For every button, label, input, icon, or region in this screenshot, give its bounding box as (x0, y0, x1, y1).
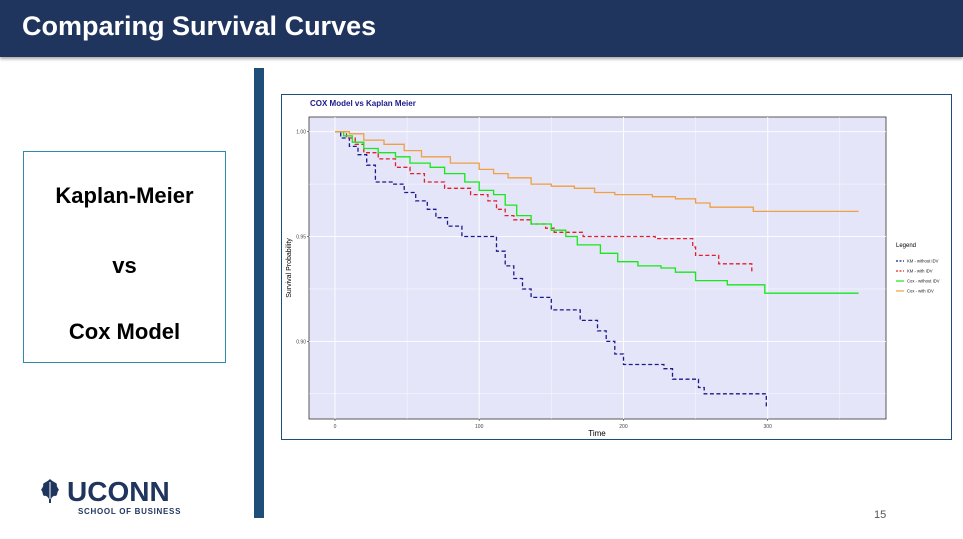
page-number: 15 (874, 509, 887, 521)
x-tick-label-2: 200 (619, 424, 628, 430)
x-axis-label: Time (588, 429, 606, 438)
slide-title: Comparing Survival Curves (22, 11, 377, 41)
accent-divider (254, 68, 264, 518)
y-tick-label-0: 0.90 (296, 339, 306, 345)
legend-label-1: KM - with IDV (907, 269, 933, 274)
x-tick-label-3: 300 (764, 424, 773, 430)
textbox-line-vs: vs (112, 253, 137, 278)
logo-wordmark: UCONN (67, 476, 170, 507)
logo-subtitle: SCHOOL OF BUSINESS (78, 507, 182, 516)
textbox-line-kaplan-meier: Kaplan-Meier (55, 183, 194, 208)
y-tick-label-1: 0.95 (296, 235, 306, 241)
comparison-textbox: Kaplan-Meier vs Cox Model (23, 151, 226, 363)
x-tick-label-1: 100 (475, 424, 484, 430)
series-line-0 (335, 131, 767, 407)
legend-label-3: Cox - with IDV (907, 289, 934, 294)
legend-title: Legend (896, 243, 916, 249)
grid-lines (309, 117, 886, 419)
series-lines (335, 131, 859, 407)
y-axis-label: Survival Probability (286, 238, 293, 298)
textbox-line-cox-model: Cox Model (68, 319, 181, 344)
y-tick-label-2: 1.00 (296, 130, 306, 136)
legend-label-0: KM - without IDV (907, 259, 939, 264)
uconn-logo: UCONN SCHOOL OF BUSINESS (38, 476, 198, 520)
series-line-2 (335, 131, 859, 294)
chart-frame: COX Model vs Kaplan Meier 0 100 200 300 0.90… (281, 94, 952, 440)
legend-label-2: Cox - without IDV (907, 279, 940, 284)
legend: Legend KM - without IDV KM - with IDV Cox … (896, 243, 940, 294)
series-line-1 (335, 131, 753, 273)
x-tick-label-0: 0 (334, 424, 337, 430)
chart-title: COX Model vs Kaplan Meier (310, 99, 416, 108)
axis-ticks: 0 100 200 300 0.90 0.95 1.00 (296, 130, 772, 430)
survival-chart: COX Model vs Kaplan Meier 0 100 200 300 0.90… (286, 99, 940, 438)
oak-leaf-icon (41, 479, 59, 503)
series-line-3 (335, 131, 859, 213)
title-bar: Comparing Survival Curves (0, 0, 963, 57)
